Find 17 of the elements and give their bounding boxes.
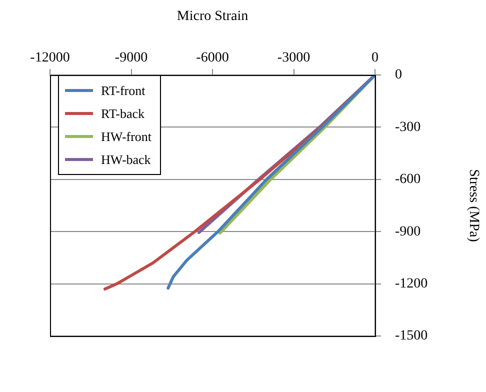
- x-tick-label: -12000: [30, 50, 70, 66]
- y-tick-label: 0: [395, 68, 402, 83]
- x-tick-label: -6000: [196, 50, 229, 66]
- x-tick-label: -9000: [114, 50, 148, 66]
- y-tick-label: -1500: [395, 328, 428, 344]
- y-tick-label: -600: [395, 172, 421, 188]
- y-tick-label: -1200: [395, 276, 428, 292]
- y-tick-label: -300: [395, 120, 421, 135]
- legend-label: RT-front: [101, 82, 146, 98]
- y-tick-label: -900: [395, 224, 421, 240]
- legend-label: HW-front: [101, 128, 152, 144]
- legend-label: RT-back: [101, 106, 145, 122]
- x-axis-title: Micro Strain: [176, 9, 248, 24]
- x-tick-label: 0: [372, 50, 378, 66]
- legend-label: HW-back: [101, 152, 151, 168]
- x-tick-label: -3000: [277, 50, 310, 66]
- y-axis-title: Stress (MPa): [466, 169, 481, 242]
